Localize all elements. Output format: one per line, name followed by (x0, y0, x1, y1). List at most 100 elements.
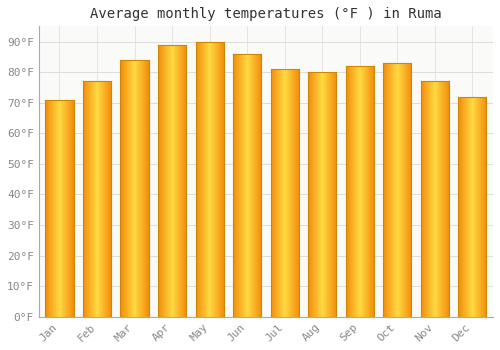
Bar (237, 54, 238, 317)
Bar (89, 81, 90, 317)
Bar (90, 81, 91, 317)
Bar (272, 69, 273, 317)
Bar (107, 81, 108, 317)
Bar (470, 97, 472, 317)
Bar (99, 81, 100, 317)
Bar (134, 60, 135, 317)
Bar (212, 42, 213, 317)
Bar (437, 81, 438, 317)
Bar (411, 63, 412, 317)
Bar (328, 72, 329, 317)
Bar (73, 100, 74, 317)
Bar (241, 54, 242, 317)
Bar (223, 42, 224, 317)
Bar (479, 97, 480, 317)
Bar (433, 81, 434, 317)
Bar (322, 72, 323, 317)
Bar (333, 72, 334, 317)
Bar (160, 45, 161, 317)
Bar (216, 42, 217, 317)
Bar (103, 81, 104, 317)
Bar (171, 45, 172, 317)
Bar (439, 81, 440, 317)
Bar (247, 54, 248, 317)
Bar (426, 81, 427, 317)
Bar (386, 63, 387, 317)
Bar (222, 42, 223, 317)
Bar (371, 66, 372, 317)
Bar (102, 81, 103, 317)
Bar (297, 69, 298, 317)
Bar (291, 69, 292, 317)
Bar (358, 66, 359, 317)
Bar (444, 81, 445, 317)
Bar (428, 81, 429, 317)
Bar (354, 66, 356, 317)
Bar (311, 72, 312, 317)
Bar (271, 69, 272, 317)
Bar (445, 81, 446, 317)
Bar (248, 54, 249, 317)
Bar (432, 81, 433, 317)
Bar (329, 72, 330, 317)
Bar (429, 81, 430, 317)
Bar (207, 42, 208, 317)
Bar (312, 72, 313, 317)
Bar (121, 60, 122, 317)
Bar (210, 42, 212, 317)
Bar (400, 63, 402, 317)
Bar (183, 45, 184, 317)
Bar (177, 45, 178, 317)
Bar (179, 45, 180, 317)
Bar (472, 97, 473, 317)
Bar (65, 100, 66, 317)
Bar (125, 60, 126, 317)
Bar (356, 66, 357, 317)
Bar (127, 60, 128, 317)
Bar (404, 63, 405, 317)
Bar (214, 42, 215, 317)
Bar (274, 69, 275, 317)
Bar (334, 72, 335, 317)
Bar (372, 66, 374, 317)
Bar (178, 45, 179, 317)
Bar (402, 63, 403, 317)
Bar (474, 97, 475, 317)
Bar (421, 81, 422, 317)
Bar (443, 81, 444, 317)
Bar (283, 69, 284, 317)
Bar (59, 100, 60, 317)
Bar (321, 72, 322, 317)
Bar (47, 100, 48, 317)
Bar (399, 63, 400, 317)
Bar (57, 100, 58, 317)
Bar (129, 60, 130, 317)
Bar (49, 100, 50, 317)
Bar (176, 45, 177, 317)
Bar (298, 69, 299, 317)
Bar (484, 97, 485, 317)
Bar (275, 69, 276, 317)
Bar (369, 66, 370, 317)
Bar (288, 69, 289, 317)
Bar (168, 45, 170, 317)
Bar (67, 100, 68, 317)
Bar (174, 45, 175, 317)
Title: Average monthly temperatures (°F ) in Ruma: Average monthly temperatures (°F ) in Ru… (90, 7, 442, 21)
Bar (161, 45, 162, 317)
Bar (245, 54, 246, 317)
Bar (138, 60, 139, 317)
Bar (383, 63, 384, 317)
Bar (407, 63, 408, 317)
Bar (323, 72, 324, 317)
Bar (394, 63, 395, 317)
Bar (184, 45, 185, 317)
Bar (198, 42, 199, 317)
Bar (68, 100, 69, 317)
Bar (170, 45, 171, 317)
Bar (292, 69, 293, 317)
Bar (219, 42, 220, 317)
Bar (408, 63, 409, 317)
Bar (236, 54, 237, 317)
Bar (221, 42, 222, 317)
